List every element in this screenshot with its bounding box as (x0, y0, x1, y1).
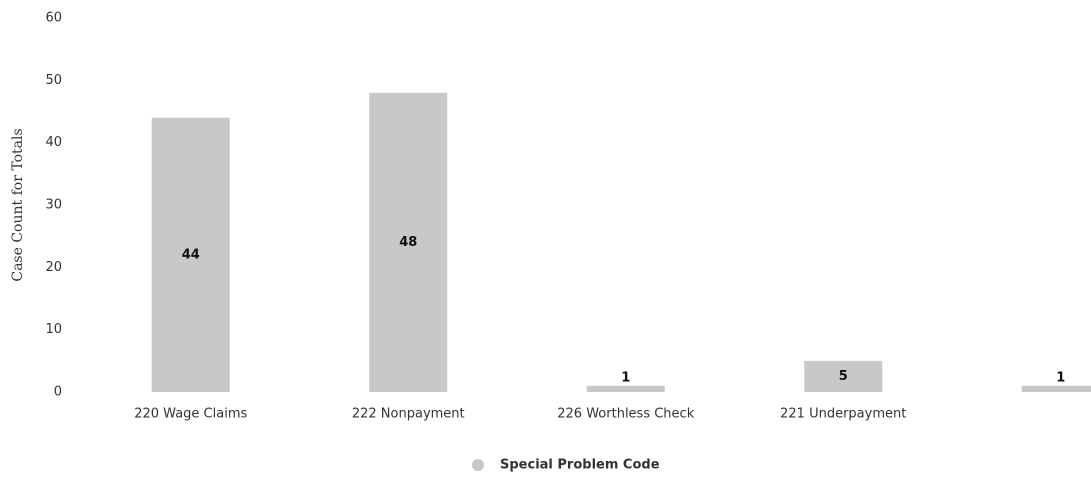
value-label: 44 (182, 247, 200, 262)
legend-swatch (472, 459, 484, 471)
x-tick-label: 222 Nonpayment (352, 407, 465, 422)
y-tick-label: 10 (45, 322, 62, 337)
y-tick-label: 60 (45, 11, 62, 26)
value-label: 1 (621, 370, 630, 385)
y-axis-label: Case Count for Totals (10, 128, 26, 281)
value-label: 1 (1056, 370, 1065, 385)
value-label: 48 (399, 235, 417, 250)
bar (586, 385, 665, 392)
x-tick-label: 226 Worthless Check (557, 407, 694, 422)
x-tick-label: 221 Underpayment (780, 407, 906, 422)
y-tick-label: 50 (45, 73, 62, 88)
y-tick-label: 40 (45, 135, 62, 150)
value-label: 5 (839, 369, 848, 384)
y-tick-label: 20 (45, 260, 62, 275)
bar (151, 117, 230, 392)
bar (1021, 385, 1091, 392)
legend-label: Special Problem Code (500, 458, 660, 473)
bar (369, 92, 448, 393)
y-tick-label: 0 (54, 385, 62, 400)
bar (804, 360, 883, 392)
y-tick-label: 30 (45, 198, 62, 213)
x-tick-label: 220 Wage Claims (134, 407, 247, 422)
